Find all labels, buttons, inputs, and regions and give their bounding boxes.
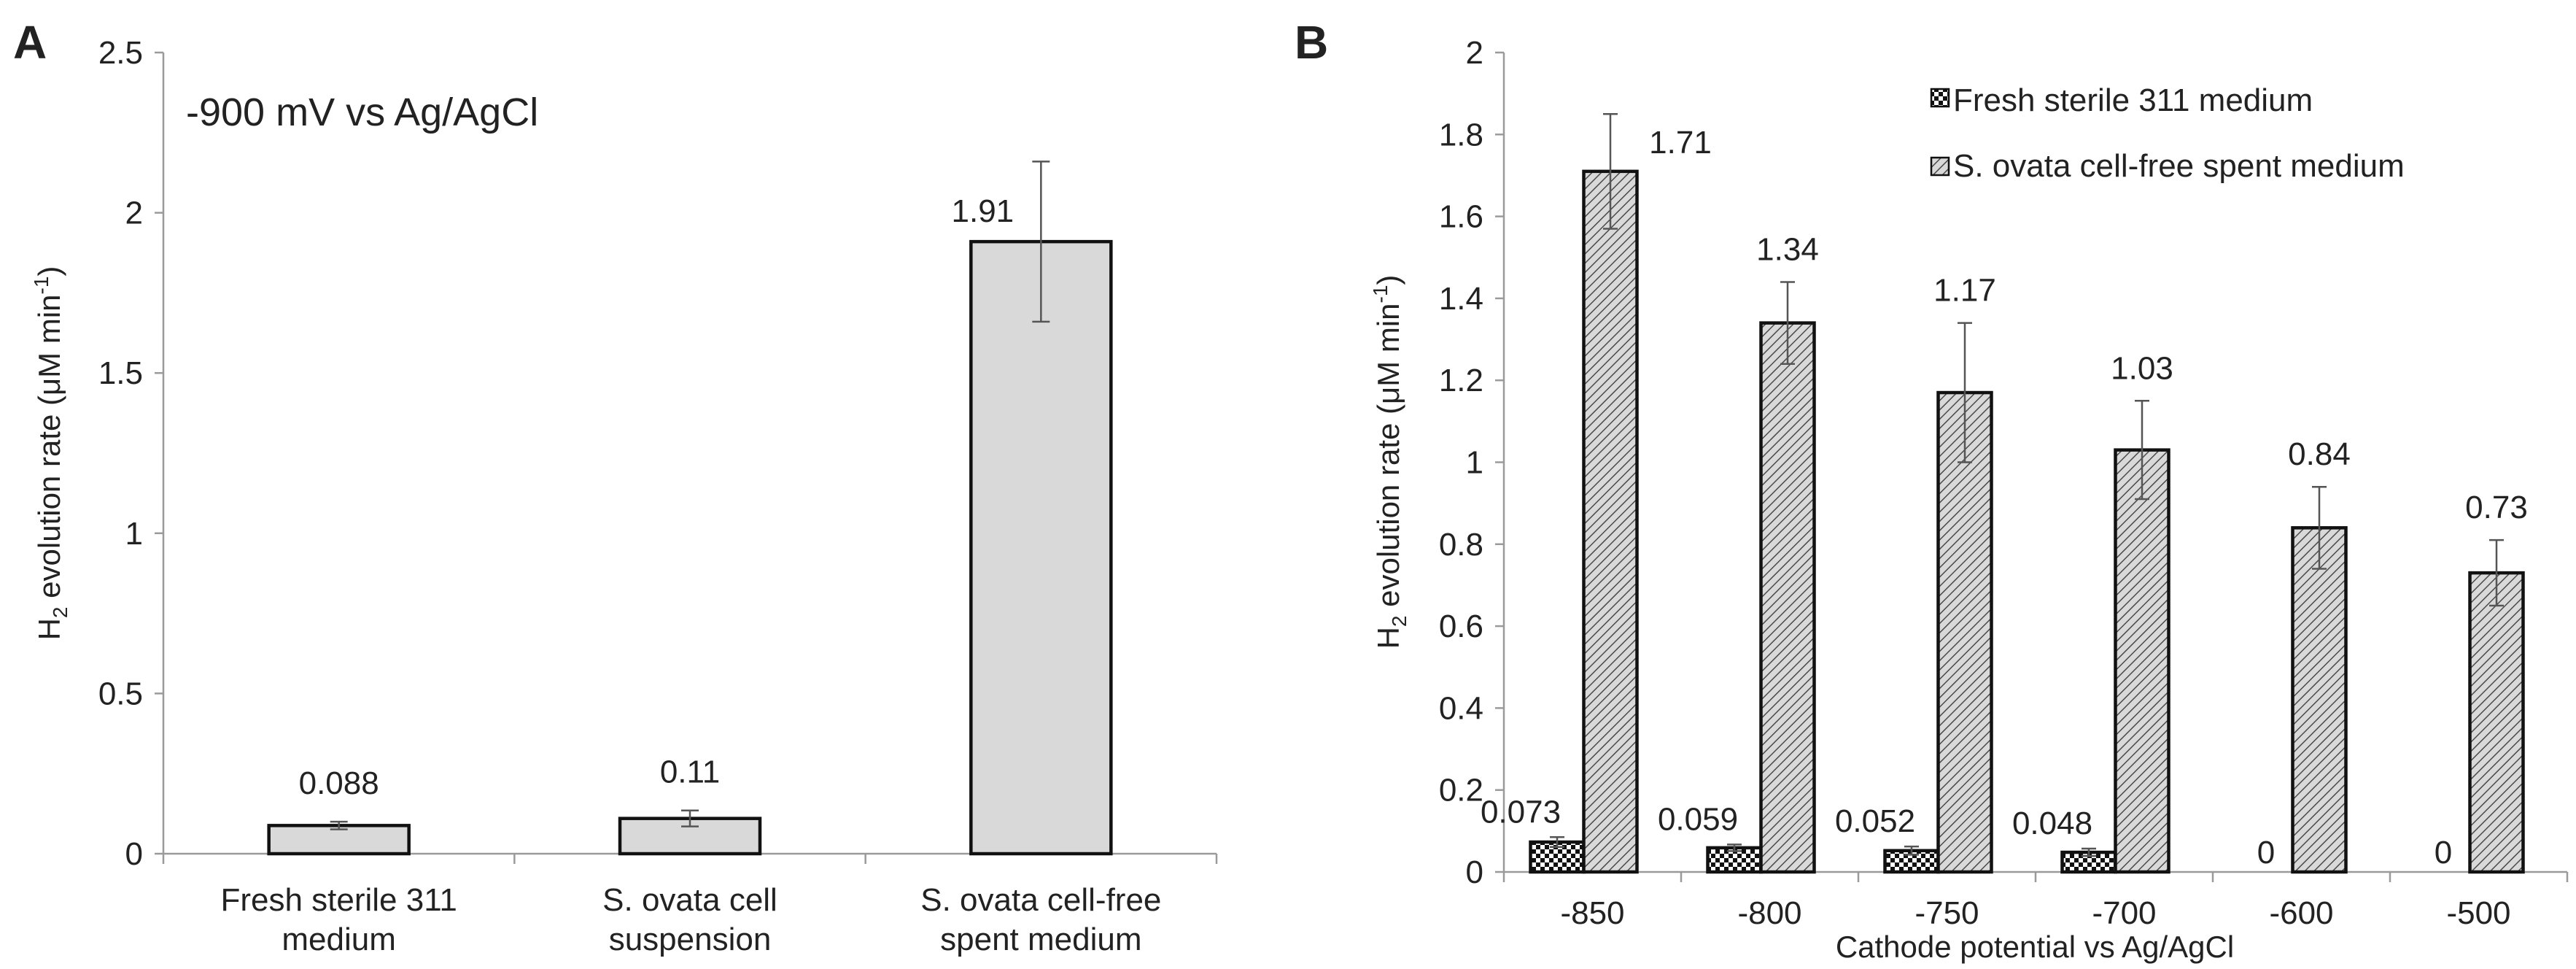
panel-a-y-tick-label: 2.5 <box>98 35 143 71</box>
panel-b-y-tick-label: 0.8 <box>1439 527 1483 563</box>
panel-b-y-title-end: ) <box>1371 275 1405 285</box>
panel-a-y-title-main: H <box>32 618 66 640</box>
panel-b-error-bar <box>2489 538 2504 607</box>
panel-b-y-tick-label: 1.8 <box>1439 117 1483 153</box>
panel-b-error-bar <box>2082 847 2096 857</box>
panel-b-x-ticks <box>1502 872 2569 882</box>
panel-a-category-label: medium <box>282 922 396 957</box>
panel-b-y-ticks: 0 0.2 0.4 0.6 0.8 1 1.2 1.4 1.6 1.8 2 <box>1439 35 1504 890</box>
panel-a-category-label: S. ovata cell <box>602 882 777 918</box>
panel-b-category-labels: -850 -800 -750 -700 -600 -500 <box>1560 895 2510 931</box>
panel-b-data-label: 0 <box>2435 835 2452 870</box>
panel-a-data-label: 0.11 <box>660 754 720 790</box>
panel-b-y-tick-label: 0.4 <box>1439 690 1483 726</box>
panel-a-category-label: Fresh sterile 311 <box>220 882 457 918</box>
panel-b-data-label: 0.059 <box>1658 801 1738 837</box>
panel-a-y-tick-label: 1 <box>125 516 143 552</box>
panel-a-y-title-rest: evolution rate (μM min <box>32 294 66 606</box>
panel-a-y-tick-label: 1.5 <box>98 355 143 391</box>
panel-b-data-label: 0.048 <box>2012 806 2092 841</box>
panel-a-data-labels: 0.088 0.11 1.91 <box>299 193 1015 801</box>
legend-label-fresh-medium: Fresh sterile 311 medium <box>1953 82 2313 118</box>
panel-b-bar-spent-medium <box>1582 169 1639 874</box>
panel-a: A -900 mV vs Ag/AgCl 00.511.522.5 0.088 0… <box>13 16 1218 957</box>
panel-a-error-bars <box>330 161 1050 830</box>
panel-b-data-label: 0.052 <box>1835 803 1915 839</box>
panel-b-data-label: 1.03 <box>2111 350 2173 386</box>
panel-b-error-bar <box>1904 845 1919 856</box>
panel-b-x-axis-title: Cathode potential vs Ag/AgCl <box>1836 930 2234 964</box>
panel-b-y-tick-label: 2 <box>1466 35 1483 71</box>
panel-b-bar-spent-medium <box>1936 390 1993 874</box>
panel-b-bar-spent-medium <box>2114 448 2170 874</box>
panel-a-y-title-sup: -1 <box>30 277 53 295</box>
panel-b-bar-spent-medium <box>2291 526 2348 874</box>
panel-b-y-tick-label: 0.2 <box>1439 773 1483 808</box>
panel-b-error-bar <box>2135 400 2149 501</box>
panel-b-letter: B <box>1295 16 1328 69</box>
panel-b-data-labels: 0.073 1.71 0.059 1.34 0.052 1.17 0.048 1.03 0 0.8… <box>1481 125 2528 870</box>
panel-a-bar <box>969 239 1113 856</box>
panel-a-category-labels: Fresh sterile 311 medium S. ovata cell susp… <box>220 882 1161 957</box>
panel-b-category-label: -500 <box>2446 895 2510 931</box>
panel-b-y-title-sub: 2 <box>1388 616 1411 628</box>
panel-b-y-tick-label: 0 <box>1466 854 1483 890</box>
panel-b-y-tick-label: 1 <box>1466 445 1483 481</box>
panel-a-category-label: spent medium <box>940 922 1141 957</box>
panel-a-y-title-end: ) <box>32 266 66 277</box>
panel-b-data-label: 0.73 <box>2465 490 2528 525</box>
panel-b-y-tick-label: 1.4 <box>1439 281 1483 317</box>
panel-b-error-bar <box>1727 843 1742 852</box>
panel-b-y-tick-label: 1.6 <box>1439 199 1483 235</box>
panel-b-data-label: 0.84 <box>2288 436 2351 472</box>
panel-b-category-label: -700 <box>2092 895 2156 931</box>
panel-b-data-label: 0 <box>2257 835 2275 870</box>
panel-b-category-label: -850 <box>1560 895 1624 931</box>
legend-label-spent-medium: S. ovata cell-free spent medium <box>1953 148 2405 184</box>
panel-b-error-bar <box>1780 281 1795 365</box>
panel-b-bar-spent-medium <box>2468 571 2525 874</box>
legend-swatch-spent-medium <box>1930 156 1950 177</box>
panel-b: B 00.20.40.60.811.21.41.61.82 0.0731.710… <box>1295 16 2569 964</box>
panel-b-bar-spent-medium <box>1759 321 1816 874</box>
panel-b-y-tick-label: 1.2 <box>1439 363 1483 398</box>
panel-a-y-tick-label: 0 <box>125 836 143 872</box>
panel-b-error-bar <box>1550 836 1564 848</box>
panel-b-data-label: 1.17 <box>1933 273 1996 309</box>
panel-b-category-label: -800 <box>1737 895 1801 931</box>
panel-a-annotation: -900 mV vs Ag/AgCl <box>186 90 538 134</box>
panel-a-x-ticks <box>162 854 1218 864</box>
panel-a-error-bar <box>681 809 699 827</box>
panel-a-category-label: S. ovata cell-free <box>920 882 1161 918</box>
panel-b-legend: Fresh sterile 311 medium S. ovata cell-f… <box>1930 82 2405 184</box>
panel-b-y-tick-label: 0.6 <box>1439 609 1483 644</box>
panel-b-category-label: -600 <box>2269 895 2333 931</box>
panel-b-data-label: 1.71 <box>1649 125 1712 161</box>
panel-a-data-label: 1.91 <box>952 193 1015 229</box>
panel-a-y-axis-title: H2 evolution rate (μM min-1) <box>30 266 71 641</box>
panel-b-bars <box>1529 169 2525 874</box>
panel-a-category-label: suspension <box>609 922 772 957</box>
panel-b-y-title-main: H <box>1371 627 1405 649</box>
panel-a-error-bar <box>330 820 348 830</box>
panel-b-y-title-rest: evolution rate (μM min <box>1371 303 1405 615</box>
panel-a-data-label: 0.088 <box>299 765 379 801</box>
panel-b-y-axis-title: H2 evolution rate (μM min-1) <box>1369 275 1411 649</box>
panel-a-y-ticks: 0 0.5 1 1.5 2 2.5 <box>98 35 163 872</box>
panel-b-error-bar <box>1958 322 1972 463</box>
panel-a-y-title-sub: 2 <box>49 607 71 619</box>
panel-a-letter: A <box>13 16 47 69</box>
panel-b-y-title-sup: -1 <box>1369 285 1392 304</box>
panel-b-error-bar <box>2312 485 2327 570</box>
panel-b-data-label: 1.34 <box>1756 231 1819 267</box>
panel-b-category-label: -750 <box>1914 895 1979 931</box>
panel-a-y-tick-label: 0.5 <box>98 676 143 711</box>
panel-b-data-label: 0.073 <box>1481 794 1561 830</box>
panel-a-error-bar <box>1032 161 1050 323</box>
panel-b-error-bar <box>1603 112 1618 230</box>
legend-swatch-fresh-medium <box>1930 88 1950 108</box>
panel-b-error-bars <box>1550 112 2504 857</box>
panel-a-y-tick-label: 2 <box>125 196 143 231</box>
